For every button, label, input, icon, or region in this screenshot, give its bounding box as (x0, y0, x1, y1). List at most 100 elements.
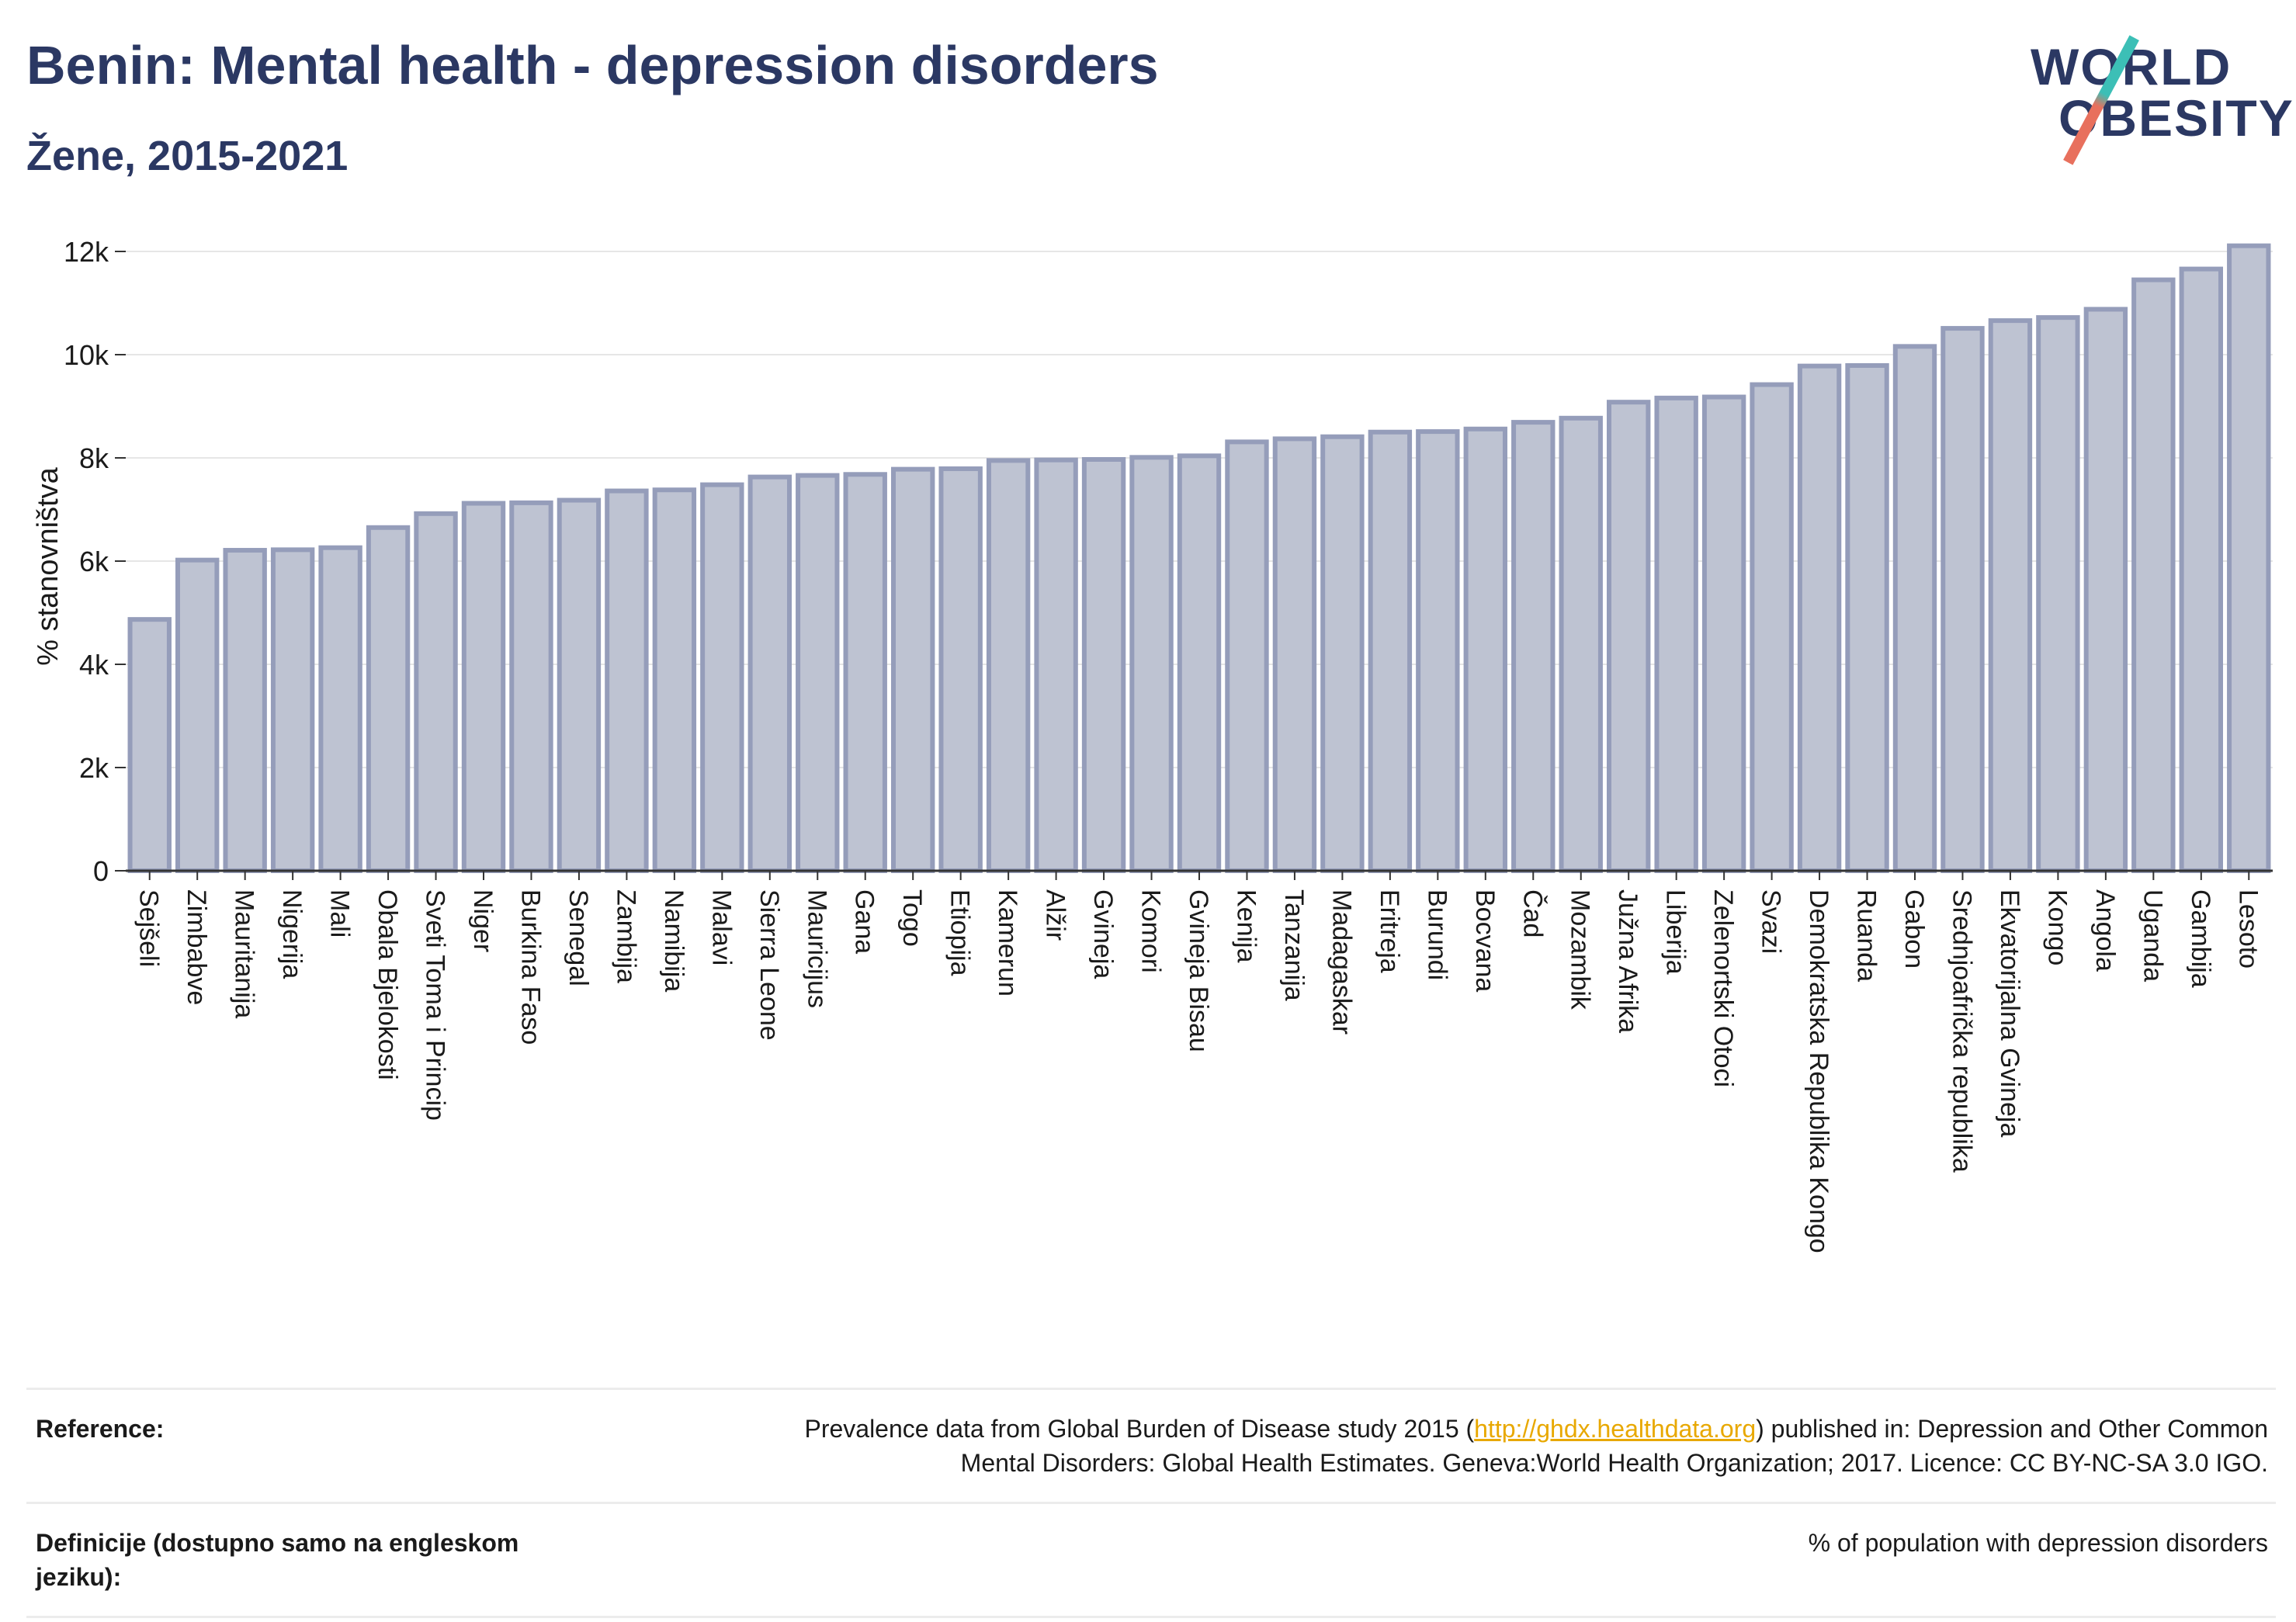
x-tick-label: Etiopija (945, 889, 975, 976)
x-tick-label: Niger (468, 889, 498, 952)
x-tick-label: Zimbabve (182, 889, 211, 1005)
y-axis-label: % stanovništva (32, 466, 64, 665)
x-tick-label: Bocvana (1470, 889, 1500, 992)
x-tick-label: Gabon (1899, 889, 1929, 969)
bar (1892, 344, 1937, 873)
x-tick-label: Malavi (706, 889, 736, 965)
y-tick-label: 4k (79, 649, 109, 681)
bar (2179, 266, 2224, 873)
bar (1988, 318, 2033, 873)
x-tick-label: Kamerun (993, 889, 1022, 996)
x-tick-label: Burundi (1422, 889, 1451, 980)
x-tick-label: Togo (897, 889, 927, 947)
bar (270, 547, 315, 873)
bar (1654, 395, 1698, 873)
x-tick-label: Madagaskar (1327, 889, 1356, 1035)
world-obesity-logo: WORLD OBESITY (2018, 23, 2293, 165)
bar (557, 497, 602, 874)
x-tick-label: Namibija (659, 889, 688, 992)
x-tick-label: Alžir (1041, 889, 1070, 941)
chart-subtitle: Žene, 2015-2021 (26, 133, 349, 179)
bar (1559, 415, 1603, 873)
bar (747, 474, 793, 873)
bar (1081, 456, 1126, 873)
bar (1177, 453, 1222, 873)
bar (1797, 363, 1842, 873)
x-tick-label: Čad (1517, 889, 1547, 938)
x-tick-label: Mozambik (1566, 889, 1595, 1010)
bar (1225, 439, 1269, 873)
reference-text: Prevalence data from Global Burden of Di… (804, 1412, 2268, 1480)
bar (175, 557, 220, 873)
bar (1511, 420, 1556, 873)
bar (1320, 434, 1365, 873)
x-tick-label: Senegal (564, 889, 593, 986)
bar-chart: 0 2k 4k 6k 8k 10k 12k Sejšeli Zimbabve Mauritani… (32, 236, 2273, 1253)
x-tick-label: Kenija (1231, 889, 1261, 963)
bar (986, 458, 1031, 873)
bar (605, 488, 649, 873)
bar (652, 487, 697, 873)
x-tick-label: Mauritanija (230, 889, 259, 1018)
x-tick-label: Mali (325, 889, 355, 938)
x-tick-label: Obala Bjelokosti (373, 889, 402, 1080)
y-tick-label: 10k (64, 339, 109, 371)
x-tick-label: Južna Afrika (1613, 889, 1642, 1033)
x-tick-label: Kongo (2042, 889, 2072, 965)
x-tick-label: Gvineja (1088, 889, 1118, 979)
x-tick-label: Ekvatorijalna Gvineja (1995, 889, 2024, 1137)
x-tick-label: Sveti Toma i Princip (421, 889, 450, 1121)
definition-row: Definicije (dostupno samo na engleskom j… (26, 1502, 2276, 1618)
x-tick-label: Angola (2090, 889, 2120, 972)
x-tick-label: Nigerija (277, 889, 307, 979)
bar (461, 501, 506, 874)
x-tick-label: Lesoto (2233, 889, 2263, 969)
bar (414, 511, 458, 873)
y-tick-label: 0 (93, 855, 109, 887)
x-tick-label: Sejšeli (134, 889, 164, 967)
bars (127, 243, 2271, 874)
bar (1463, 426, 1508, 873)
x-tick-label: Demokratska Republika Kongo (1804, 889, 1833, 1253)
bar (366, 525, 411, 874)
bar (1606, 400, 1651, 873)
y-tick-label: 8k (79, 442, 109, 474)
x-tick-label: Ruanda (1852, 889, 1882, 982)
bar (1129, 455, 1174, 873)
bar (700, 482, 744, 874)
x-tick-label: Gambija (2186, 889, 2215, 988)
bar (938, 466, 983, 873)
footer: Reference: Prevalence data from Global B… (26, 1388, 2276, 1618)
reference-text-part-3: Mental Disorders: Global Health Estimate… (960, 1449, 2268, 1477)
reference-label: Reference: (36, 1415, 165, 1443)
bar (2036, 315, 2080, 873)
x-tick-label: Zelenortski Otoci (1708, 889, 1738, 1087)
bar (318, 545, 362, 874)
y-tick-label: 12k (64, 236, 109, 268)
x-tick-label: Burkina Faso (515, 889, 545, 1045)
bar (796, 473, 840, 873)
x-tick-label: Uganda (2138, 889, 2167, 982)
bar (1845, 362, 1889, 873)
x-axis: Sejšeli Zimbabve Mauritanija Nigerija Mali Ob… (126, 869, 2273, 1253)
bar (1750, 382, 1794, 873)
x-tick-label: Zambija (611, 889, 640, 983)
reference-text-part-1: Prevalence data from Global Burden of Di… (804, 1415, 1475, 1443)
bar (843, 472, 887, 874)
bar (1272, 436, 1317, 873)
bar (1941, 326, 1985, 873)
bar (1416, 429, 1460, 873)
x-tick-label: Srednjoafrička republika (1947, 889, 1976, 1173)
reference-row: Reference: Prevalence data from Global B… (26, 1388, 2276, 1502)
x-tick-label: Eritreja (1375, 889, 1404, 973)
reference-link[interactable]: http://ghdx.healthdata.org (1474, 1415, 1757, 1443)
bar (2083, 307, 2128, 874)
y-axis: 0 2k 4k 6k 8k 10k 12k (64, 236, 126, 887)
x-tick-label: Svazi (1757, 889, 1786, 954)
x-tick-label: Sierra Leone (754, 889, 784, 1041)
y-tick-label: 6k (79, 546, 109, 577)
bar (1701, 394, 1746, 873)
x-tick-label: Mauricijus (802, 889, 831, 1008)
y-tick-label: 2k (79, 752, 109, 784)
definition-text: % of population with depression disorder… (1808, 1529, 2268, 1557)
